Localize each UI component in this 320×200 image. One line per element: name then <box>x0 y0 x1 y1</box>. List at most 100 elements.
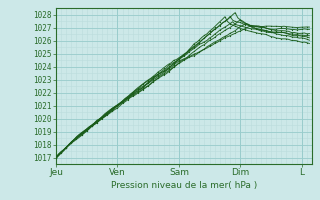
Point <box>212 25 217 28</box>
Point <box>120 101 125 104</box>
Point <box>135 91 140 94</box>
Point <box>197 50 202 54</box>
Point <box>284 25 289 28</box>
Point <box>79 131 84 134</box>
Point <box>69 140 74 144</box>
Point <box>217 39 222 42</box>
Point <box>120 100 125 103</box>
Point <box>53 156 59 159</box>
Point <box>59 151 64 154</box>
Point <box>279 31 284 34</box>
Point <box>156 77 161 80</box>
Point <box>79 132 84 135</box>
Point <box>207 32 212 35</box>
Point <box>140 82 146 85</box>
Point <box>59 150 64 153</box>
Point <box>171 62 176 65</box>
Point <box>89 123 94 127</box>
Point <box>187 49 192 52</box>
Point <box>284 37 289 41</box>
Point <box>100 117 105 120</box>
Point <box>84 129 89 132</box>
Point <box>74 136 79 140</box>
Point <box>197 46 202 49</box>
Point <box>274 31 279 34</box>
Point <box>115 103 120 107</box>
Point <box>279 31 284 34</box>
Point <box>105 113 110 117</box>
Point <box>53 156 59 159</box>
Point <box>84 129 89 132</box>
Point <box>289 35 294 38</box>
Point <box>248 24 253 27</box>
Point <box>125 96 130 99</box>
Point <box>151 75 156 78</box>
Point <box>125 97 130 100</box>
Point <box>130 92 135 95</box>
Point <box>207 32 212 35</box>
Point <box>69 141 74 144</box>
Point <box>289 28 294 31</box>
Point <box>228 34 233 37</box>
Point <box>258 28 263 31</box>
Point <box>284 34 289 37</box>
Point <box>64 146 69 149</box>
Point <box>140 87 146 90</box>
Point <box>120 99 125 103</box>
Point <box>151 80 156 83</box>
Point <box>64 146 69 149</box>
Point <box>69 140 74 144</box>
Point <box>146 79 151 82</box>
Point <box>258 32 263 35</box>
Point <box>64 146 69 149</box>
Point <box>294 39 299 42</box>
Point <box>110 109 115 112</box>
Point <box>161 73 166 76</box>
Point <box>120 102 125 105</box>
Point <box>135 88 140 91</box>
Point <box>238 25 243 28</box>
Point <box>222 15 228 18</box>
Point <box>263 25 268 28</box>
Point <box>192 52 197 56</box>
Point <box>140 84 146 88</box>
Point <box>89 124 94 127</box>
Point <box>79 132 84 135</box>
Point <box>243 22 248 25</box>
Point <box>263 30 268 33</box>
Point <box>207 30 212 33</box>
Point <box>217 20 222 23</box>
Point <box>238 18 243 21</box>
Point <box>130 91 135 94</box>
Point <box>130 94 135 97</box>
Point <box>253 27 258 30</box>
Point <box>212 28 217 31</box>
Point <box>222 35 228 38</box>
Point <box>258 25 263 28</box>
Point <box>156 74 161 78</box>
Point <box>130 92 135 95</box>
Point <box>248 25 253 28</box>
Point <box>176 58 181 61</box>
Point <box>207 36 212 40</box>
Point <box>181 58 187 62</box>
Point <box>110 107 115 111</box>
Point <box>248 24 253 28</box>
Point <box>130 95 135 98</box>
Point <box>84 128 89 131</box>
Point <box>197 41 202 44</box>
Point <box>151 77 156 80</box>
Point <box>140 86 146 89</box>
Point <box>274 28 279 31</box>
Point <box>299 36 304 39</box>
Point <box>59 151 64 154</box>
Point <box>110 110 115 113</box>
Point <box>192 54 197 57</box>
Point <box>53 156 59 159</box>
Point <box>268 31 274 34</box>
Point <box>192 50 197 53</box>
Point <box>135 86 140 89</box>
Point <box>181 54 187 58</box>
Point <box>238 24 243 27</box>
Point <box>258 28 263 31</box>
